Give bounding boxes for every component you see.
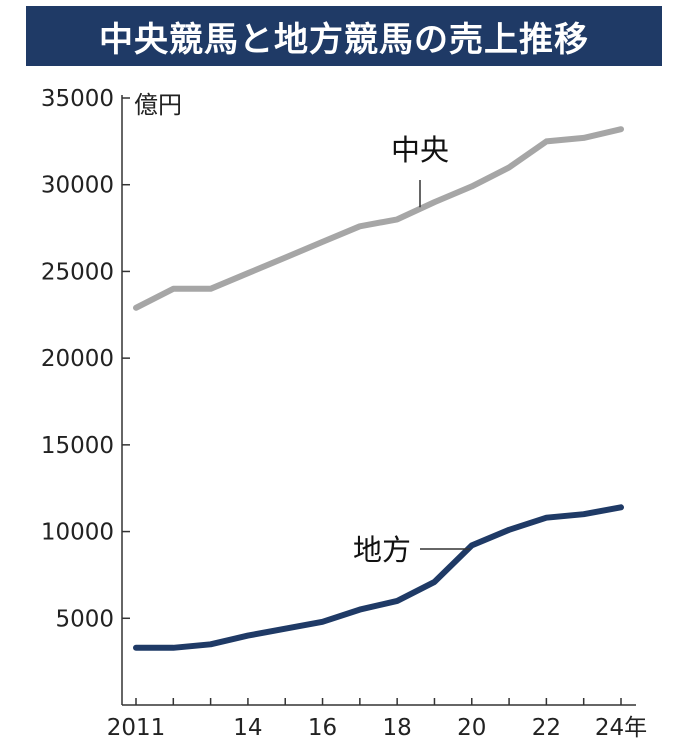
x-tick-label: 22 [532, 715, 561, 741]
y-tick-label: 10000 [41, 520, 114, 546]
x-tick-label: 24年 [595, 715, 647, 741]
y-tick-label: 15000 [41, 433, 114, 459]
y-tick-label: 5000 [55, 606, 114, 632]
y-axis-unit-label: 億円 [134, 91, 182, 119]
y-tick-label: 30000 [41, 173, 114, 199]
x-tick-label: 20 [457, 715, 486, 741]
y-tick-label: 20000 [41, 346, 114, 372]
title-bar: 中央競馬と地方競馬の売上推移 [26, 6, 662, 66]
series-label-2: 地方 [353, 533, 411, 567]
series-line-1 [133, 126, 624, 311]
x-tick-label: 16 [308, 715, 337, 741]
series-label-1: 中央 [391, 133, 449, 167]
axes: 5000 10000 15000 20000 25000 30000 35000 2011 14… [41, 86, 647, 741]
series-group [133, 126, 624, 651]
y-tick-label: 25000 [41, 259, 114, 285]
x-tick-label: 2011 [107, 715, 166, 741]
series-line-2 [133, 504, 624, 651]
x-tick-label: 18 [383, 715, 412, 741]
x-tick-label: 14 [233, 715, 262, 741]
chart-title: 中央競馬と地方競馬の売上推移 [99, 19, 589, 60]
y-tick-label: 35000 [41, 86, 114, 112]
